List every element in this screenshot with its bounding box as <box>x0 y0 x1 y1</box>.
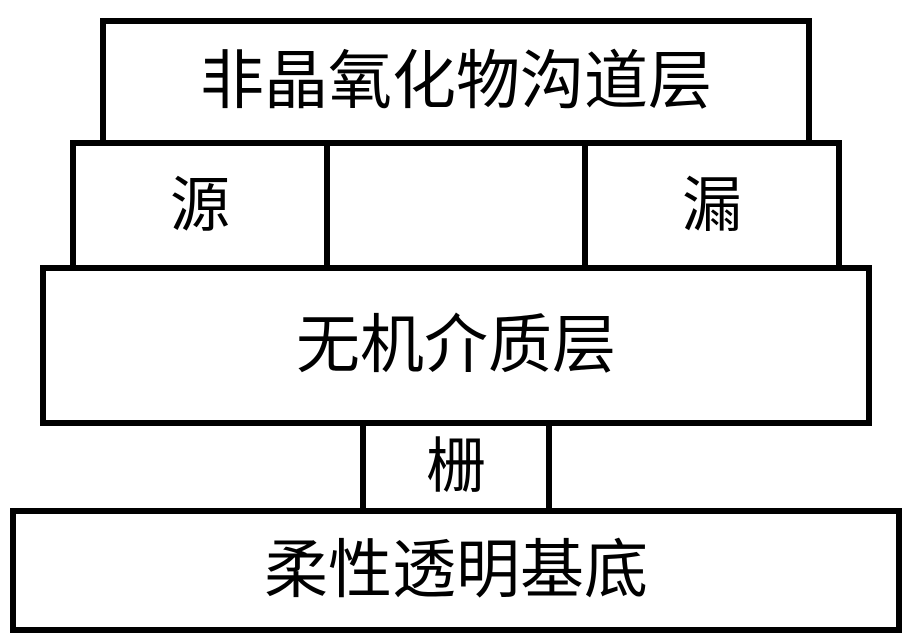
channel-label: 非晶氧化物沟道层 <box>200 50 712 114</box>
source-label: 源 <box>170 176 230 236</box>
gate-label: 栅 <box>426 437 486 497</box>
source-layer: 源 <box>70 140 330 271</box>
drain-layer: 漏 <box>582 140 842 271</box>
substrate-label: 柔性透明基底 <box>264 539 648 603</box>
channel-layer: 非晶氧化物沟道层 <box>100 18 812 146</box>
dielectric-label: 无机介质层 <box>296 314 616 378</box>
drain-label: 漏 <box>682 176 742 236</box>
dielectric-layer: 无机介质层 <box>40 265 872 426</box>
substrate-layer: 柔性透明基底 <box>10 508 902 633</box>
gate-layer: 栅 <box>360 420 552 514</box>
